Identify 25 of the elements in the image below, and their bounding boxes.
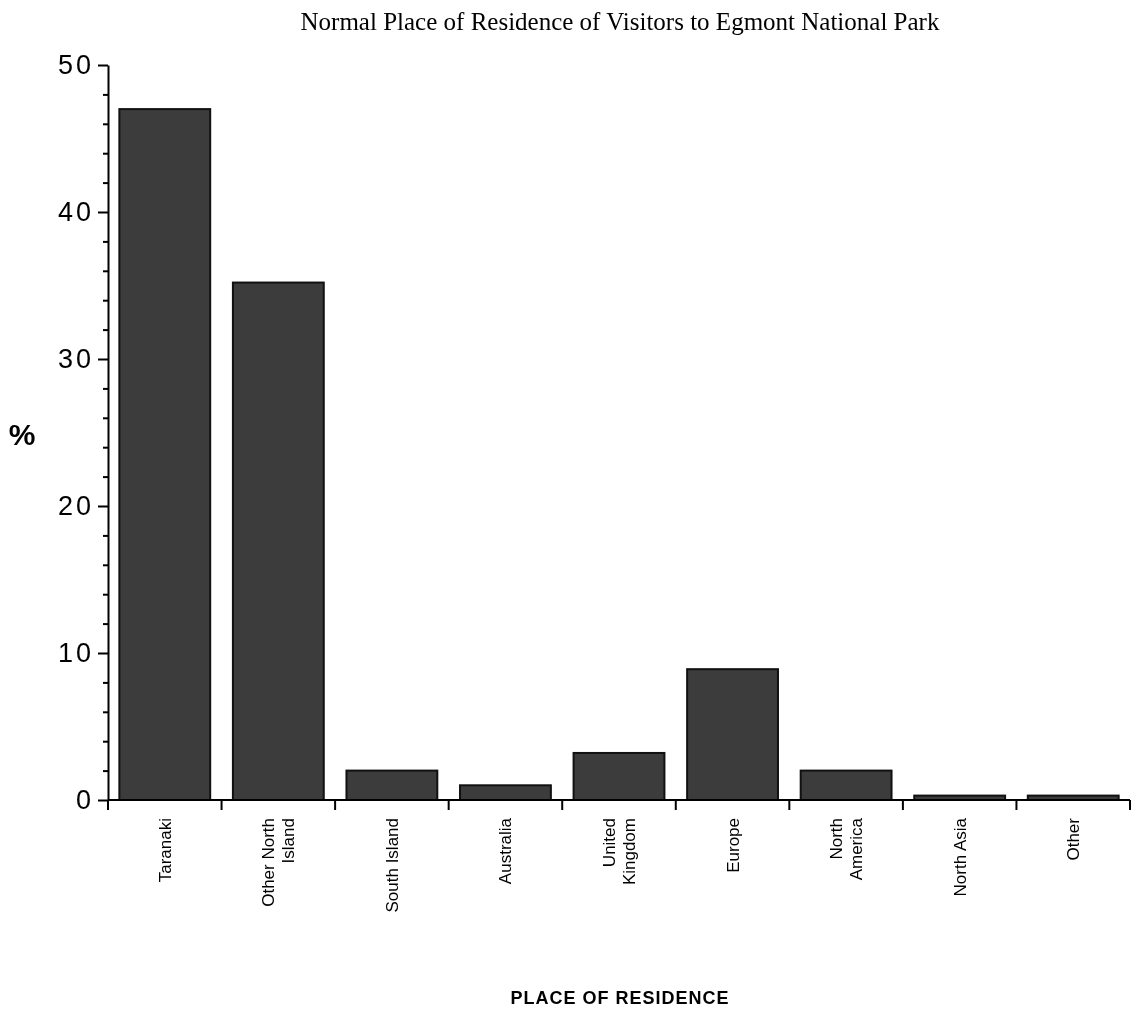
y-tick-label: 40 (57, 197, 94, 228)
y-tick-label: 50 (57, 50, 94, 81)
chart-title: Normal Place of Residence of Visitors to Egmont National Park (300, 8, 940, 35)
x-tick-label: South Island (382, 818, 402, 913)
bar (686, 668, 779, 801)
y-tick-label: 20 (57, 491, 94, 522)
bar (118, 108, 212, 801)
y-tick-label: 0 (75, 785, 94, 816)
x-tick-label: Other North Island (259, 818, 299, 907)
x-tick-label: Taranaki (155, 818, 175, 883)
x-axis-title: PLACE OF RESIDENCE (510, 988, 730, 1008)
x-tick-label: Other (1064, 817, 1084, 861)
bar (345, 769, 439, 801)
bar (799, 769, 893, 801)
bar (231, 281, 325, 801)
bar (459, 784, 552, 801)
x-tick-label: North Asia (950, 817, 970, 897)
x-tick-label: Europe (723, 818, 743, 873)
bar (572, 751, 666, 801)
y-tick-label: 30 (57, 344, 94, 375)
x-tick-label: United Kingdom (600, 818, 639, 886)
x-tick-label: Australia (496, 817, 516, 885)
x-tick-label: North America (827, 817, 867, 881)
y-axis-title: % (8, 418, 36, 451)
y-tick-label: 10 (57, 638, 94, 669)
